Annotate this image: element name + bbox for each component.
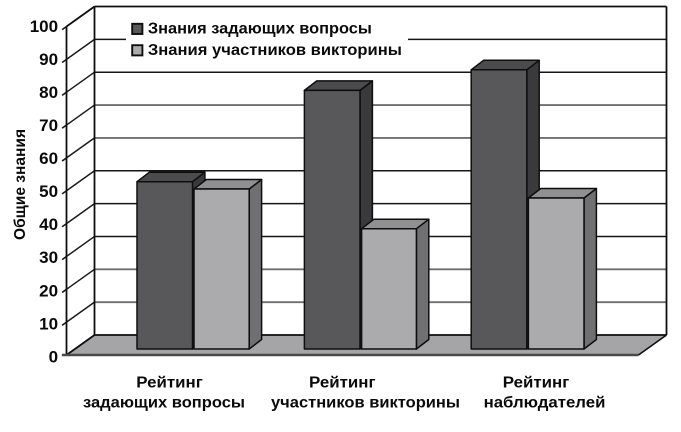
svg-text:100: 100 <box>30 17 58 36</box>
svg-text:участников викторины: участников викторины <box>271 395 460 412</box>
svg-text:10: 10 <box>39 314 58 333</box>
svg-text:Рейтинг: Рейтинг <box>136 375 203 392</box>
svg-text:Знания участников викторины: Знания участников викторины <box>148 42 402 59</box>
svg-text:30: 30 <box>39 248 58 267</box>
svg-text:80: 80 <box>39 83 58 102</box>
svg-text:Знания задающих вопросы: Знания задающих вопросы <box>148 20 372 37</box>
svg-text:0: 0 <box>49 347 58 366</box>
svg-text:Рейтинг: Рейтинг <box>309 375 376 392</box>
svg-text:60: 60 <box>39 149 58 168</box>
svg-text:50: 50 <box>39 182 58 201</box>
svg-text:Рейтинг: Рейтинг <box>503 375 570 392</box>
svg-text:наблюдателей: наблюдателей <box>484 395 606 412</box>
svg-text:40: 40 <box>39 215 58 234</box>
svg-text:70: 70 <box>39 116 58 135</box>
svg-text:задающих вопросы: задающих вопросы <box>83 395 245 412</box>
svg-text:20: 20 <box>39 281 58 300</box>
svg-text:90: 90 <box>39 50 58 69</box>
svg-text:Общие знания: Общие знания <box>12 129 29 240</box>
